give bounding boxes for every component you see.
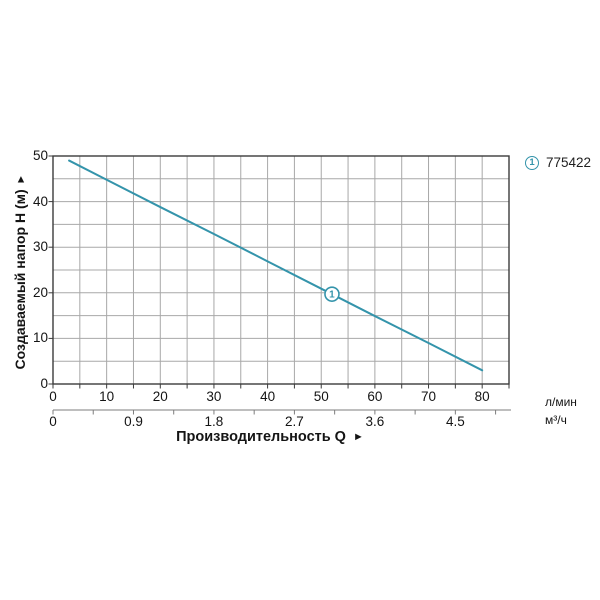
y-tick-label-10: 10 <box>32 330 48 346</box>
plot-area-svg: 1 <box>48 155 511 415</box>
x-axis-title-text: Производительность Q <box>176 429 346 445</box>
x-axis-right-arrow-icon: ► <box>353 431 364 443</box>
y-tick-label-40: 40 <box>32 193 48 209</box>
y-tick-label-0: 0 <box>40 376 48 391</box>
x-tick-label-30: 30 <box>206 389 222 404</box>
x-axis-unit-m3h: м³/ч <box>545 413 567 427</box>
y-axis-title-text: Создаваемый напор H (м) <box>12 189 28 370</box>
x2-tick-label-0.9: 0.9 <box>124 414 143 429</box>
curve-marker-number: 1 <box>329 290 335 301</box>
x2-tick-label-3.6: 3.6 <box>365 414 385 429</box>
y-axis-up-arrow-icon: ▲ <box>15 174 27 187</box>
x2-tick-label-0: 0 <box>49 414 57 429</box>
x-axis-title: Производительность Q ► <box>53 429 487 445</box>
pump-curve-775422 <box>68 159 484 372</box>
y-tick-label-30: 30 <box>32 239 48 255</box>
x-tick-label-80: 80 <box>474 389 490 404</box>
x-tick-label-70: 70 <box>421 389 437 404</box>
legend-series-label: 775422 <box>546 155 592 170</box>
x2-tick-label-2.7: 2.7 <box>285 414 304 429</box>
x-tick-label-10: 10 <box>99 389 115 404</box>
curve-marker-circle <box>324 286 340 302</box>
legend: 1 775422 <box>525 155 591 170</box>
x2-tick-label-4.5: 4.5 <box>445 414 465 429</box>
y-tick-label-50: 50 <box>32 148 48 163</box>
legend-marker-circle: 1 <box>525 155 539 170</box>
plot-border <box>52 155 510 385</box>
x2-tick-label-1.8: 1.8 <box>204 414 224 429</box>
x-tick-label-40: 40 <box>260 389 276 404</box>
x-tick-label-20: 20 <box>152 389 168 404</box>
y-axis-title: Создаваемый напор H (м) ▲ <box>12 155 30 389</box>
x-tick-label-60: 60 <box>367 389 383 404</box>
x-tick-label-0: 0 <box>49 389 57 404</box>
x-tick-label-50: 50 <box>313 389 329 404</box>
y-tick-label-20: 20 <box>32 284 48 300</box>
x-axis-unit-lmin: л/мин <box>545 395 577 409</box>
